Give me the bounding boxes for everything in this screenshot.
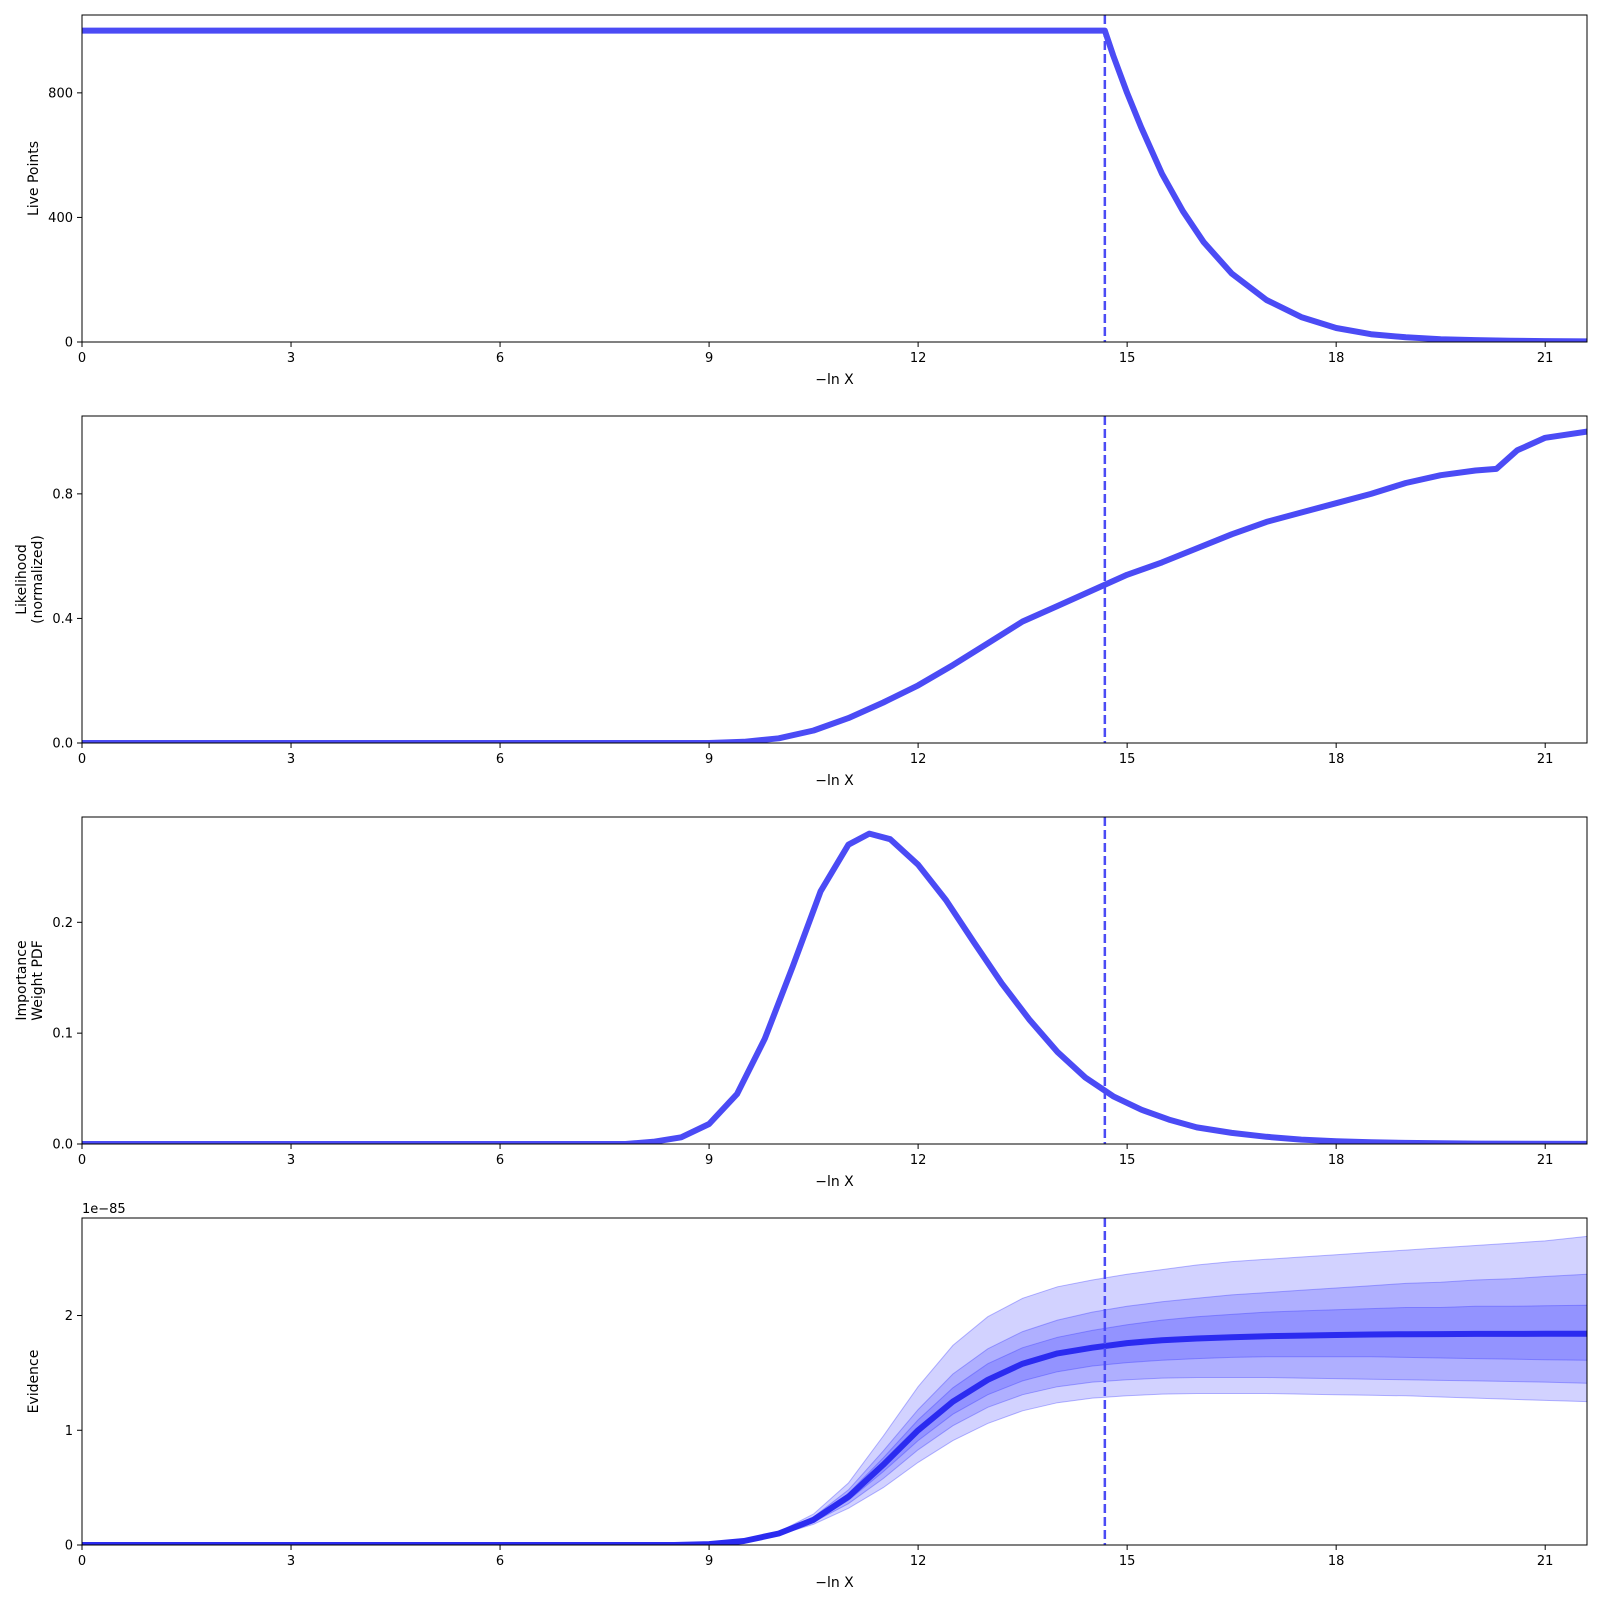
plot-area: [82, 416, 1587, 743]
x-tick-label: 9: [705, 1554, 713, 1569]
x-tick-label: 21: [1537, 752, 1554, 767]
x-tick-label: 15: [1119, 1554, 1136, 1569]
x-tick-label: 0: [78, 1554, 86, 1569]
x-tick-label: 0: [78, 351, 86, 366]
x-tick-label: 18: [1328, 1153, 1345, 1168]
series-line-1: [82, 1330, 1587, 1545]
y-offset-label: 1e−85: [82, 1202, 126, 1217]
y-tick-label: 0.8: [52, 487, 73, 502]
y-axis-label: Importance: [14, 940, 30, 1020]
x-tick-label: 12: [910, 1554, 927, 1569]
x-axis-label: −ln X: [815, 1575, 854, 1591]
x-axis-label: −ln X: [815, 773, 854, 789]
x-tick-label: 6: [496, 1153, 504, 1168]
x-tick-label: 6: [496, 1554, 504, 1569]
x-tick-label: 18: [1328, 752, 1345, 767]
x-tick-label: 0: [78, 1153, 86, 1168]
axes-frame: [81, 14, 1588, 343]
axes-frame: [81, 816, 1588, 1145]
x-tick-label: 3: [287, 351, 295, 366]
series-line-1: [82, 428, 1587, 743]
axes-frame: [81, 1217, 1588, 1546]
plot-area: [82, 15, 1587, 342]
x-tick-label: 12: [910, 1153, 927, 1168]
series-line-1: [82, 27, 1587, 342]
x-tick-label: 0: [78, 752, 86, 767]
x-axis-label: −ln X: [815, 1174, 854, 1190]
axes-frame: [81, 415, 1588, 744]
x-tick-label: 9: [705, 351, 713, 366]
x-tick-label: 21: [1537, 1554, 1554, 1569]
evidence-band-3: [82, 1304, 1587, 1545]
panel-1: 0 3 6 9 12 15 18 21 0 400 800 −ln X Live Points: [26, 14, 1588, 388]
x-tick-label: 15: [1119, 351, 1136, 366]
y-tick-label: 0: [65, 336, 73, 351]
x-tick-label: 12: [910, 351, 927, 366]
x-tick-label: 15: [1119, 752, 1136, 767]
y-axis-label: Evidence: [26, 1350, 42, 1414]
x-tick-label: 21: [1537, 351, 1554, 366]
y-tick-label: 400: [48, 211, 73, 226]
plot-area: [82, 1218, 1587, 1545]
y-tick-label: 1: [65, 1424, 73, 1439]
y-tick-label: 0.2: [52, 916, 73, 931]
x-tick-label: 6: [496, 752, 504, 767]
y-tick-label: 800: [48, 86, 73, 101]
x-tick-label: 3: [287, 752, 295, 767]
y-axis-label: (normalized): [30, 535, 46, 624]
y-tick-label: 0.0: [52, 737, 73, 752]
series-line-1: [82, 830, 1587, 1144]
y-axis-label: Likelihood: [14, 544, 30, 615]
x-tick-label: 6: [496, 351, 504, 366]
x-tick-label: 9: [705, 1153, 713, 1168]
panel-3: 0 3 6 9 12 15 18 21 0.0 0.1 0.2 −ln X Importance Weig…: [14, 816, 1588, 1190]
x-tick-label: 12: [910, 752, 927, 767]
x-axis-label: −ln X: [815, 372, 854, 388]
x-tick-label: 9: [705, 752, 713, 767]
evidence-band-2: [82, 1273, 1587, 1545]
x-tick-label: 21: [1537, 1153, 1554, 1168]
x-tick-label: 3: [287, 1153, 295, 1168]
x-tick-label: 18: [1328, 351, 1345, 366]
plot-area: [82, 817, 1587, 1144]
y-tick-label: 0.4: [52, 612, 73, 627]
panel-2: 0 3 6 9 12 15 18 21 0.0 0.4 0.8 −ln X Likelihood (nor…: [14, 415, 1588, 789]
x-tick-label: 3: [287, 1554, 295, 1569]
evidence-band-1: [82, 1235, 1587, 1545]
y-axis-label: Weight PDF: [30, 940, 46, 1021]
y-tick-label: 0.0: [52, 1138, 73, 1153]
y-tick-label: 0: [65, 1539, 73, 1554]
y-axis-label: Live Points: [26, 141, 42, 216]
x-tick-label: 15: [1119, 1153, 1136, 1168]
y-tick-label: 2: [65, 1309, 73, 1324]
y-tick-label: 0.1: [52, 1027, 73, 1042]
x-tick-label: 18: [1328, 1554, 1345, 1569]
